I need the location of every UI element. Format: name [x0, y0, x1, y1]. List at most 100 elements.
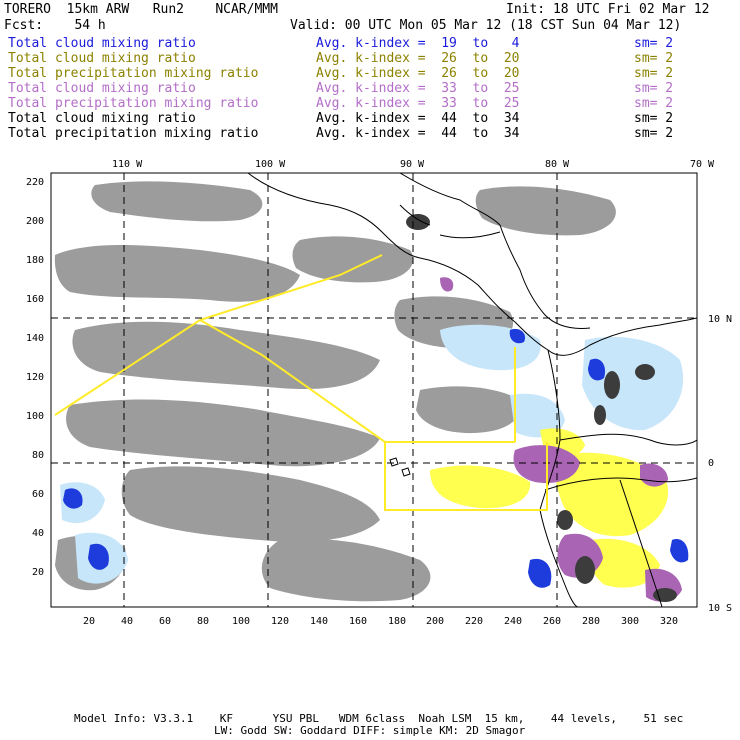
blue-patch	[63, 488, 83, 509]
blue-patch	[88, 543, 109, 570]
cloud-band-west	[54, 245, 300, 302]
physics-info: LW: Godd SW: Goddard DIFF: simple KM: 2D…	[214, 724, 526, 737]
init-time: Init: 18 UTC Fri 02 Mar 12	[506, 2, 710, 17]
lon-label-80w: 80 W	[545, 159, 570, 170]
dark-core	[635, 364, 655, 380]
dark-core	[557, 510, 573, 530]
blue-patch	[670, 539, 689, 563]
coast-central-america	[419, 257, 549, 351]
purple-patch	[440, 277, 454, 292]
light-blue-patch	[582, 336, 684, 431]
legend-kindex-5: Avg. k-index = 33 to 25	[316, 96, 520, 111]
y-label: 20	[32, 567, 44, 578]
latitude-labels: 10 N 0 10 S	[708, 314, 732, 614]
cloud-band-mid	[72, 321, 380, 390]
border-guatemala	[399, 204, 431, 226]
legend-sm-1: sm= 2	[634, 36, 674, 51]
cloud-band-north	[91, 181, 263, 222]
x-label: 180	[388, 616, 406, 627]
x-label: 80	[197, 616, 209, 627]
lat-label-10s: 10 S	[708, 603, 732, 614]
x-label: 200	[426, 616, 444, 627]
cloud-dark-cores	[406, 214, 677, 602]
legend-sm-2: sm= 2	[634, 51, 674, 66]
x-label: 240	[504, 616, 522, 627]
x-label: 220	[465, 616, 483, 627]
border-colombia-ecuador	[559, 433, 697, 446]
y-label: 200	[26, 216, 44, 227]
dark-core	[575, 556, 595, 584]
coast-yucatan	[399, 173, 501, 226]
y-label: 160	[26, 294, 44, 305]
border-peru-brazil	[619, 479, 663, 607]
blue-patch	[528, 558, 552, 588]
legend-field-7: Total precipitation mixing ratio	[8, 126, 259, 141]
blue-patch	[509, 328, 526, 344]
legend-kindex-6: Avg. k-index = 44 to 34	[316, 111, 520, 126]
coast-caribbean	[499, 224, 591, 329]
yellow-patch	[588, 538, 660, 588]
legend-field-3: Total precipitation mixing ratio	[8, 66, 259, 81]
model-info: Model Info: V3.3.1 KF YSU PBL WDM 6class…	[74, 712, 684, 725]
x-label: 260	[543, 616, 561, 627]
lat-label-0: 0	[708, 458, 714, 469]
map-frame	[50, 172, 698, 608]
cloud-blue-field	[63, 328, 689, 588]
x-label: 100	[232, 616, 250, 627]
x-label: 280	[582, 616, 600, 627]
x-label: 40	[121, 616, 133, 627]
forecast-hour: Fcst: 54 h	[4, 18, 106, 33]
legend-kindex-4: Avg. k-index = 33 to 25	[316, 81, 520, 96]
y-label: 60	[32, 489, 44, 500]
y-label: 100	[26, 411, 44, 422]
border-honduras	[439, 231, 501, 239]
legend-kindex-2: Avg. k-index = 26 to 20	[316, 51, 520, 66]
purple-patch	[640, 463, 668, 487]
dark-core	[594, 405, 606, 425]
cloud-band-east-ocean	[416, 386, 521, 434]
x-label: 20	[83, 616, 95, 627]
yellow-patch	[555, 452, 669, 537]
coast-mexico	[247, 173, 421, 259]
longitude-labels: 110 W 100 W 90 W 80 W 70 W	[112, 159, 715, 170]
light-blue-patch	[510, 393, 565, 438]
cloud-band-ne	[475, 186, 616, 236]
x-gridpoint-labels: 20 40 60 80 100 120 140 160 180 200 220 …	[83, 616, 678, 627]
legend-sm-5: sm= 2	[634, 96, 674, 111]
cloud-field	[54, 181, 616, 602]
galapagos-islands	[389, 457, 411, 477]
y-label: 40	[32, 528, 44, 539]
legend-kindex-7: Avg. k-index = 44 to 34	[316, 126, 520, 141]
border-ecuador-peru	[544, 477, 697, 491]
coast-south-america-north	[547, 317, 697, 356]
x-label: 300	[621, 616, 639, 627]
track-northwest	[54, 254, 383, 416]
dark-core	[604, 371, 620, 399]
valid-time: Valid: 00 UTC Mon 05 Mar 12 (18 CST Sun …	[290, 18, 682, 33]
lat-label-10n: 10 N	[708, 314, 732, 325]
cloud-band-south	[66, 399, 380, 467]
y-label: 80	[32, 450, 44, 461]
lon-label-90w: 90 W	[400, 159, 425, 170]
legend-field-4: Total cloud mixing ratio	[8, 81, 196, 96]
y-label: 140	[26, 333, 44, 344]
legend-field-1: Total cloud mixing ratio	[8, 36, 196, 51]
cloud-band-east	[292, 236, 414, 283]
legend-sm-4: sm= 2	[634, 81, 674, 96]
y-label: 220	[26, 177, 44, 188]
lon-label-70w: 70 W	[690, 159, 715, 170]
lon-label-110w: 110 W	[112, 159, 143, 170]
legend-kindex-3: Avg. k-index = 26 to 20	[316, 66, 520, 81]
track-southwest	[199, 319, 515, 443]
x-label: 140	[310, 616, 328, 627]
legend-kindex-1: Avg. k-index = 19 to 4	[316, 36, 520, 51]
track-box	[384, 442, 548, 511]
x-label: 320	[660, 616, 678, 627]
blue-patch	[588, 358, 606, 381]
lat-lon-grid	[51, 173, 697, 607]
x-label: 60	[159, 616, 171, 627]
y-label: 180	[26, 255, 44, 266]
lon-label-100w: 100 W	[255, 159, 286, 170]
yellow-patch	[430, 465, 531, 509]
